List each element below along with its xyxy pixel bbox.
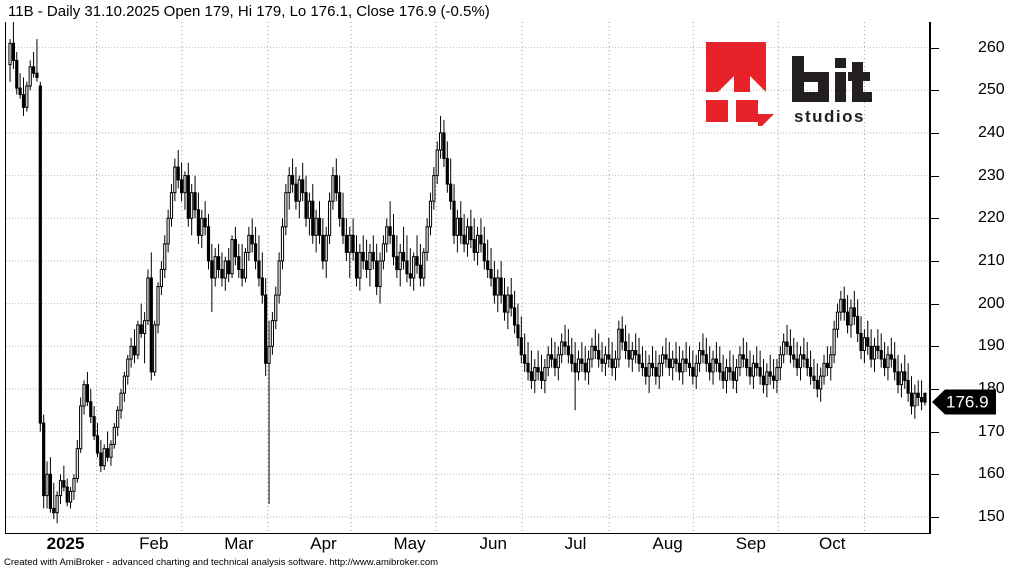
x-axis-label: Aug: [652, 534, 683, 553]
y-axis-tick: [930, 90, 939, 92]
y-axis-label: 240: [978, 123, 1005, 141]
vertical-gridlines: [96, 22, 865, 533]
y-axis-tick: [930, 218, 939, 220]
x-axis-label: Feb: [139, 534, 169, 553]
y-axis-tick: [930, 346, 939, 348]
y-axis-label: 160: [978, 465, 1005, 483]
y-axis-label: 210: [978, 251, 1005, 269]
x-axis-label: Sep: [735, 534, 766, 553]
y-axis-label: 190: [978, 337, 1005, 355]
y-axis-label: 200: [978, 294, 1005, 312]
bit-studios-mark-icon: [706, 42, 774, 126]
candlestick-svg: [6, 22, 929, 533]
current-price-marker: 176.9: [932, 389, 996, 415]
y-axis-tick: [930, 388, 939, 390]
bit-studios-wordmark: studios: [792, 56, 872, 126]
footer-credit: Created with AmiBroker - advanced charti…: [4, 557, 439, 568]
x-axis: 2025 Feb Mar Apr May Jun Jul Aug Sep Oct: [5, 534, 930, 556]
y-axis-label: 230: [978, 166, 1005, 184]
x-axis-label: 2025: [46, 534, 85, 553]
x-axis-label: May: [393, 534, 426, 553]
chart-title: 11B - Daily 31.10.2025 Open 179, Hi 179,…: [8, 3, 490, 20]
y-axis-label: 260: [978, 38, 1005, 56]
y-axis-tick: [930, 303, 939, 305]
y-axis-label: 150: [978, 507, 1005, 525]
x-axis-label: Jul: [564, 534, 587, 553]
y-axis-tick: [930, 260, 939, 262]
price-marker-arrow-icon: [932, 389, 945, 415]
chart-plot-area[interactable]: [5, 22, 930, 534]
horizontal-gridlines: [6, 47, 929, 518]
y-axis-tick: [930, 47, 939, 49]
logo: studios: [706, 42, 878, 134]
y-axis-line: [930, 22, 931, 534]
y-axis-tick: [930, 132, 939, 134]
x-axis-label: Oct: [819, 534, 846, 553]
x-axis-label: Mar: [224, 534, 254, 553]
y-axis-label: 250: [978, 81, 1005, 99]
y-axis-label: 170: [978, 422, 1005, 440]
x-axis-label: Apr: [310, 534, 337, 553]
price-marker-value: 176.9: [945, 389, 996, 415]
y-axis-tick: [930, 516, 939, 518]
logo-studios-text: studios: [794, 107, 865, 126]
y-axis-tick: [930, 474, 939, 476]
y-axis-label: 220: [978, 209, 1005, 227]
y-axis-tick: [930, 175, 939, 177]
x-axis-label: Jun: [479, 534, 507, 553]
y-axis: 150 160 170 180 190 200 210 220 230 240 250 260: [930, 22, 1021, 534]
y-axis-tick: [930, 431, 939, 433]
candlestick-series: [8, 22, 927, 524]
